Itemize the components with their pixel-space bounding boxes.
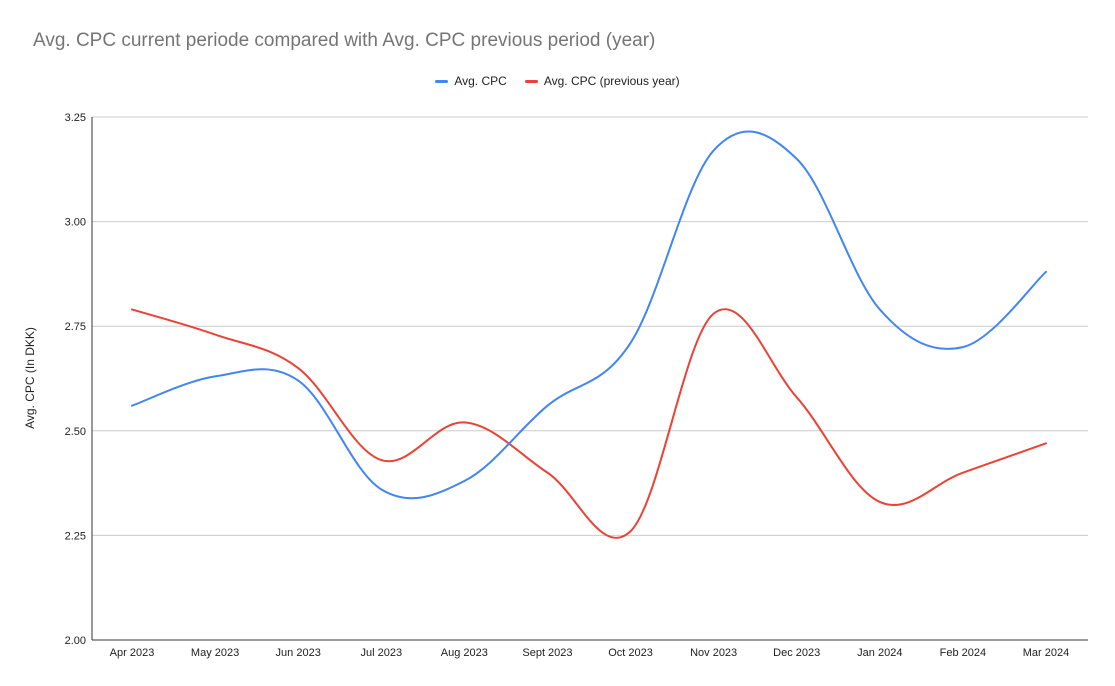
y-tick-label: 2.25	[65, 530, 86, 542]
data-point-series-1	[1044, 270, 1048, 274]
x-tick-label: May 2023	[191, 647, 239, 659]
y-tick-label: 3.00	[65, 217, 86, 229]
series-line-1	[131, 130, 1047, 500]
data-point-series-1	[795, 157, 799, 161]
legend-label-series-2: Avg. CPC (previous year)	[543, 74, 680, 88]
data-point-series-1	[712, 148, 716, 152]
x-tick-label: Aug 2023	[441, 647, 488, 659]
legend-item-series-1[interactable]: Avg. CPC	[435, 74, 507, 88]
legend-label-series-1: Avg. CPC	[454, 74, 507, 88]
y-tick-label: 2.50	[65, 426, 86, 438]
data-point-series-1	[545, 404, 549, 408]
x-tick-label: Oct 2023	[608, 647, 653, 659]
x-tick-label: Apr 2023	[110, 647, 155, 659]
data-point-series-2	[379, 458, 383, 462]
data-point-series-2	[795, 395, 799, 399]
data-point-series-2	[296, 366, 300, 370]
data-point-series-2	[213, 333, 217, 337]
legend-item-series-2[interactable]: Avg. CPC (previous year)	[524, 74, 680, 88]
data-point-series-2	[712, 312, 716, 316]
data-point-series-1	[379, 487, 383, 491]
data-point-series-2	[1044, 441, 1048, 445]
data-point-series-2	[545, 471, 549, 475]
data-point-series-1	[462, 479, 466, 483]
data-point-series-2	[878, 500, 882, 504]
x-tick-label: Jan 2024	[857, 647, 902, 659]
x-tick-label: Dec 2023	[773, 647, 820, 659]
data-point-series-1	[961, 345, 965, 349]
x-tick-label: Nov 2023	[690, 647, 737, 659]
x-tick-label: Sept 2023	[522, 647, 572, 659]
legend: Avg. CPC Avg. CPC (previous year)	[0, 74, 1115, 88]
chart-title: Avg. CPC current periode compared with A…	[33, 30, 656, 51]
x-tick-label: Feb 2024	[940, 647, 986, 659]
data-point-series-1	[878, 307, 882, 311]
data-point-series-2	[629, 529, 633, 533]
y-tick-label: 3.25	[65, 112, 86, 124]
x-tick-label: Jun 2023	[276, 647, 321, 659]
y-tick-label: 2.00	[65, 635, 86, 647]
legend-swatch-series-2	[524, 79, 538, 83]
x-tick-label: Mar 2024	[1023, 647, 1069, 659]
data-point-series-1	[629, 341, 633, 345]
data-point-series-1	[296, 379, 300, 383]
legend-swatch-series-1	[435, 79, 449, 83]
series-line-2	[131, 308, 1047, 539]
x-tick-label: Jul 2023	[360, 647, 402, 659]
data-point-series-2	[462, 420, 466, 424]
data-point-series-2	[961, 471, 965, 475]
data-point-series-1	[213, 374, 217, 378]
data-point-series-2	[130, 307, 134, 311]
data-point-series-1	[130, 404, 134, 408]
y-tick-label: 2.75	[65, 321, 86, 333]
